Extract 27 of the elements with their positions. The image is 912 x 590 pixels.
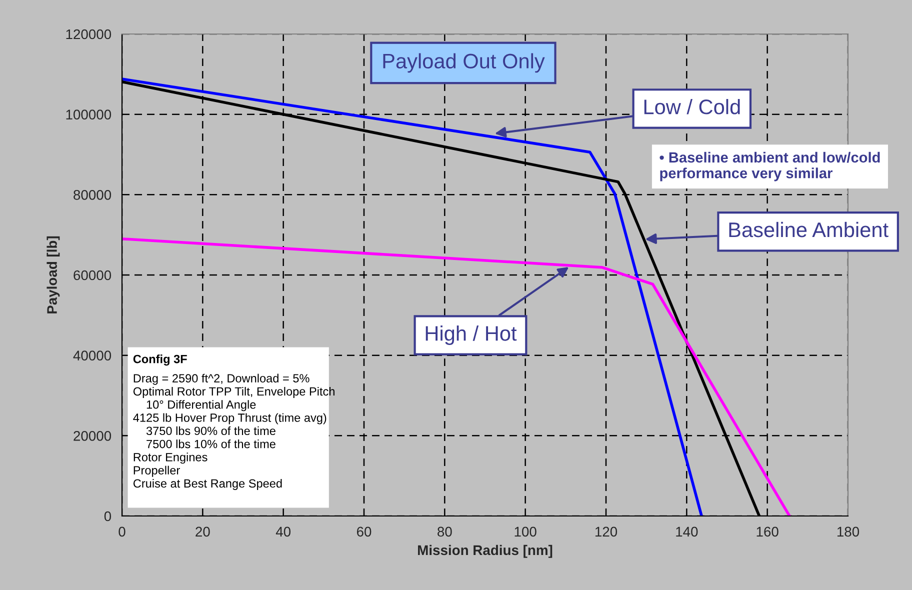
y-tick-label: 20000 [74,431,112,441]
annotation: High / Hot [426,326,517,345]
x-axis-title: Mission Radius [nm] [418,544,552,558]
y-tick-label: 120000 [66,29,112,40]
x-tick-label: 140 [676,526,698,537]
x-tick-label: 160 [756,526,778,537]
line-series [122,237,791,516]
x-tick-label: 40 [276,526,291,537]
annotation: • Baseline ambient and low/cold performance very similar [660,152,880,182]
x-tick-label: 0 [118,526,126,537]
annotation: Payload Out Only [383,53,545,73]
x-tick-label: 60 [356,526,372,537]
x-tick-label: 120 [595,526,618,537]
y-tick-label: 40000 [73,350,112,361]
annotation: Low / Cold [644,99,740,114]
y-axis-title: Payload [lb] [46,236,60,314]
annotation: Config 3F [133,354,187,366]
annotation: Baseline Ambient [729,222,888,238]
x-tick-label: 80 [438,526,452,537]
y-tick-label: 60000 [74,270,112,280]
y-tick-label: 100000 [66,110,112,120]
x-tick-label: 20 [196,526,210,537]
x-tick-label: 100 [514,526,536,537]
y-tick-label: 80000 [74,190,112,200]
text: Drag = 2590 ft^2, Download = 5% Optimal Rotor TPP Tilt, Envelope Pitch 10° Differential Angle 4125 lb Hover Prop Thrust (time avg) 3750 lbs 90% of the time 7500 lbs 10% of the time Rotor Engines Propeller Cruise at Best Range Speed [133,374,334,490]
x-tick-label: 180 [837,526,860,537]
y-tick-label: 0 [104,511,112,522]
